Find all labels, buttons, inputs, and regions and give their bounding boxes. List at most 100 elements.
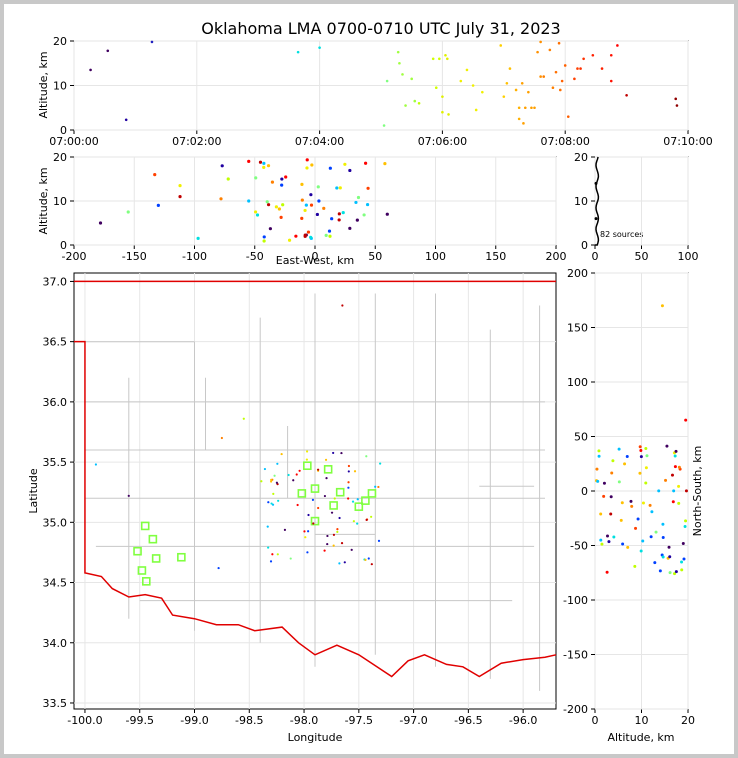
ns-source-point xyxy=(638,445,642,449)
ew-source-point xyxy=(280,183,284,187)
ew-altitude-tick-label: 10 xyxy=(53,195,67,208)
lightning-source-point xyxy=(566,115,570,118)
ew-source-point xyxy=(196,236,200,240)
county-lines xyxy=(85,293,545,691)
lightning-source-point xyxy=(401,73,404,76)
map-source-point xyxy=(266,525,269,528)
ns-source-point xyxy=(617,480,621,484)
histogram-y-tick-label: 10 xyxy=(574,195,588,208)
ew-source-point xyxy=(337,218,341,222)
ns-source-point xyxy=(660,304,664,308)
lightning-source-point xyxy=(508,67,512,70)
time-tick-label: 07:10:00 xyxy=(663,135,712,148)
map-source-point xyxy=(364,558,367,561)
ew-source-point xyxy=(310,163,314,167)
lightning-source-point xyxy=(396,50,400,54)
lma-station-marker xyxy=(133,546,142,556)
lightning-source-point xyxy=(539,40,542,44)
map-source-point xyxy=(276,462,279,465)
ew-source-point xyxy=(303,234,307,238)
ns-source-point xyxy=(653,561,657,565)
time-tick-label: 07:04:00 xyxy=(295,135,344,148)
map-source-point xyxy=(242,417,245,420)
lightning-source-point xyxy=(551,86,555,90)
ew-source-point xyxy=(317,199,321,203)
map-source-point xyxy=(306,551,309,554)
ew-source-point xyxy=(220,164,224,168)
ns-source-point xyxy=(661,522,665,526)
ns-source-point xyxy=(661,535,665,539)
lightning-source-point xyxy=(579,67,582,70)
map-source-point xyxy=(374,485,377,488)
map-source-point xyxy=(340,451,343,455)
map-axes xyxy=(73,272,557,710)
ns-source-point xyxy=(661,555,665,559)
ew-source-point xyxy=(324,233,328,237)
plan-view-map-panel: Latitude Longitude -100.0 -99.5 -99.0 -98.5… xyxy=(27,272,557,744)
map-source-point xyxy=(333,497,336,500)
ns-source-point xyxy=(650,510,654,514)
ns-source-point xyxy=(636,517,640,521)
map-source-point xyxy=(332,451,335,455)
altitude-tick-label: 20 xyxy=(53,35,67,48)
map-source-point xyxy=(323,549,326,552)
map-source-point xyxy=(305,450,309,453)
ns-source-point xyxy=(602,481,606,485)
map-source-point xyxy=(220,436,223,440)
latitude-tick-label: 34.0 xyxy=(43,637,68,650)
time-tick-label: 07:06:00 xyxy=(418,135,467,148)
map-source-point xyxy=(340,541,344,545)
altitude-ns-panel: North-South, km Altitude, km 0 10 20 -200 -1… xyxy=(563,267,704,744)
lightning-source-point xyxy=(447,113,450,116)
lightning-source-point xyxy=(554,70,558,74)
ew-tick-label: 200 xyxy=(546,250,567,263)
latitude-tick-label: 34.5 xyxy=(43,577,68,590)
map-source-point xyxy=(303,530,306,533)
ew-source-point xyxy=(355,218,359,222)
ew-source-point xyxy=(300,182,304,186)
map-source-point xyxy=(377,485,380,489)
ns-source-point xyxy=(610,471,614,475)
ew-source-point xyxy=(303,208,307,213)
lma-station-marker xyxy=(142,577,151,586)
ns-source-point xyxy=(621,542,625,546)
ns-source-point xyxy=(673,572,677,576)
map-source-point xyxy=(347,481,350,484)
ns-source-point xyxy=(681,542,685,546)
lightning-source-point xyxy=(89,68,92,72)
lightning-source-point xyxy=(517,106,521,110)
ns-source-point xyxy=(684,489,688,493)
ns-source-point xyxy=(620,501,624,505)
latitude-tick-label: 35.0 xyxy=(43,516,68,529)
ew-source-point xyxy=(348,226,352,230)
lightning-source-point xyxy=(625,93,628,97)
ew-source-point xyxy=(365,202,370,207)
map-source-point xyxy=(267,546,270,549)
longitude-label: Longitude xyxy=(288,731,343,744)
lightning-source-point xyxy=(517,117,521,121)
map-source-point xyxy=(311,498,315,501)
map-source-point xyxy=(324,458,328,461)
ew-source-point xyxy=(178,184,182,188)
longitude-tick-label: -97.0 xyxy=(399,714,427,727)
map-source-point xyxy=(377,539,381,542)
ns-source-point xyxy=(677,501,681,505)
ns-source-point xyxy=(597,454,601,458)
ns-source-point xyxy=(658,569,662,573)
ew-source-point xyxy=(258,160,263,164)
ew-source-point xyxy=(315,212,319,217)
map-source-point xyxy=(351,500,355,503)
lightning-source-point xyxy=(557,41,561,45)
latitude-tick-label: 36.0 xyxy=(43,396,68,409)
time-height-ylabel: Altitude, km xyxy=(37,51,50,118)
lightning-source-point xyxy=(417,102,421,105)
ew-source-point xyxy=(322,206,326,210)
lightning-source-point xyxy=(404,104,407,107)
lma-station-marker xyxy=(151,554,161,563)
histogram-y-tick-label: 20 xyxy=(574,151,588,164)
ns-source-point xyxy=(634,526,638,530)
lightning-source-point xyxy=(446,57,449,61)
map-source-point xyxy=(312,522,315,525)
ns-source-point xyxy=(626,545,630,549)
